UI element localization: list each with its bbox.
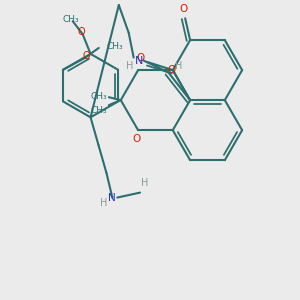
Text: O: O bbox=[78, 27, 86, 37]
Text: O: O bbox=[132, 134, 140, 144]
Text: H: H bbox=[141, 178, 149, 188]
Text: CH₃: CH₃ bbox=[91, 106, 107, 115]
Text: H: H bbox=[175, 61, 182, 71]
Text: CH₃: CH₃ bbox=[107, 43, 123, 52]
Text: O: O bbox=[179, 4, 187, 14]
Text: N: N bbox=[134, 56, 143, 65]
Text: O: O bbox=[168, 65, 176, 75]
Text: H: H bbox=[100, 197, 107, 208]
Text: O: O bbox=[136, 53, 144, 63]
Text: O: O bbox=[82, 51, 90, 61]
Text: CH₃: CH₃ bbox=[91, 92, 107, 101]
Text: N: N bbox=[109, 193, 116, 202]
Text: H: H bbox=[126, 61, 134, 71]
Text: CH₃: CH₃ bbox=[62, 15, 79, 24]
